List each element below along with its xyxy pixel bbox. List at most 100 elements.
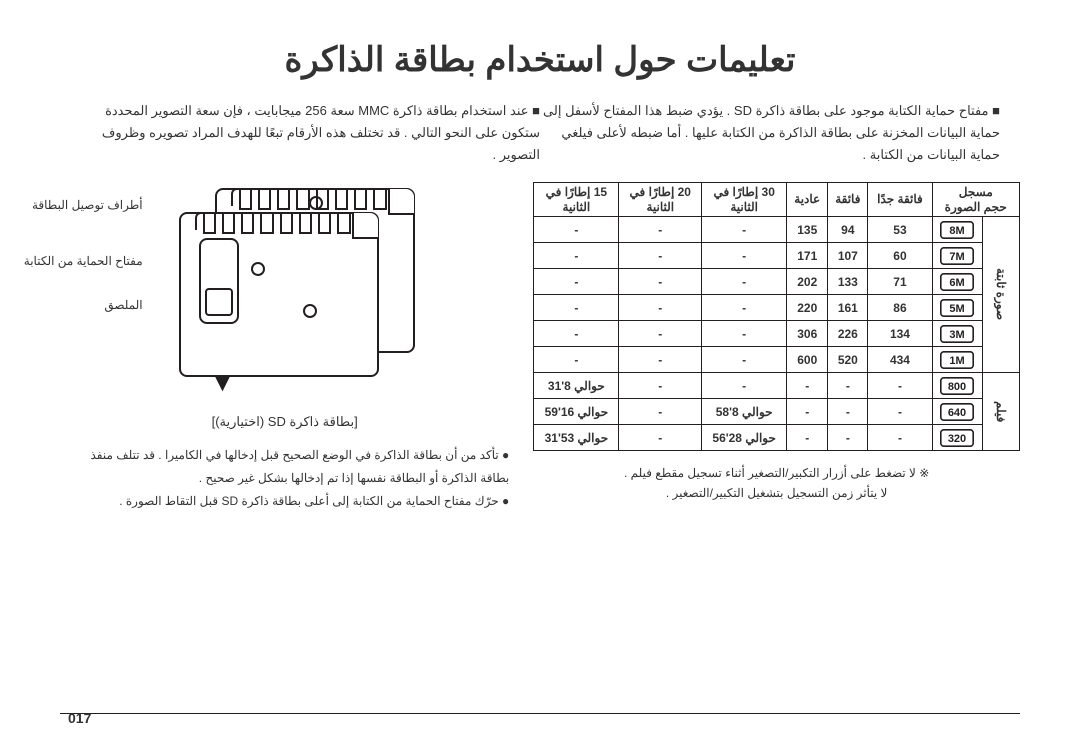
hint-1: ● تأكد من أن بطاقة الذاكرة في الوضع الصح… [60,444,509,490]
capacity-table: مسجل حجم الصورة فائقة جدًا فائقة عادية 3… [533,182,1020,451]
size-cell: 640 [932,399,982,425]
cell: 306 [787,321,828,347]
size-cell: 800 [932,373,982,399]
cell: - [702,217,787,243]
cell: حوالي 8'58 [702,399,787,425]
table-row: 5M86161220--- [534,295,1020,321]
cell: - [702,243,787,269]
table-note: ※ لا تضغط على أزرار التكبير/التصغير أثنا… [533,463,1020,504]
lock-arrow-icon: ▼ [209,366,237,398]
svg-text:1M: 1M [950,355,965,367]
hdr-superfine: فائقة جدًا [868,183,932,217]
cell: 86 [868,295,932,321]
cell: 134 [868,321,932,347]
content-columns: ▼ أطراف توصيل البطاقة مفتاح الحماية من ا… [60,182,1020,512]
table-row: 320---حوالي 28'56-حوالي 53'31 [534,425,1020,451]
intro-row: ■ عند استخدام بطاقة ذاكرة MMC سعة 256 مي… [60,100,1020,166]
svg-text:5M: 5M [950,303,965,315]
cell: - [619,321,702,347]
cell: 226 [828,321,868,347]
svg-text:8M: 8M [950,225,965,237]
cell: - [534,243,619,269]
svg-text:7M: 7M [950,251,965,263]
cell: - [619,243,702,269]
cell: - [619,399,702,425]
cell: - [702,269,787,295]
label-terminals: أطراف توصيل البطاقة [32,198,143,212]
cell: حوالي 53'31 [534,425,619,451]
svg-text:640: 640 [948,407,966,419]
label-switch: مفتاح الحماية من الكتابة [24,254,143,268]
page-title: تعليمات حول استخدام بطاقة الذاكرة [60,40,1020,80]
table-header-row: مسجل حجم الصورة فائقة جدًا فائقة عادية 3… [534,183,1020,217]
cell: - [534,321,619,347]
cell: - [828,399,868,425]
size-cell: 5M [932,295,982,321]
cell: - [787,399,828,425]
cell: - [619,217,702,243]
cell: 600 [787,347,828,373]
cell: - [828,425,868,451]
sd-card-diagram: ▼ أطراف توصيل البطاقة مفتاح الحماية من ا… [155,182,415,402]
cell: - [619,425,702,451]
cell: - [868,373,932,399]
cell: 171 [787,243,828,269]
pointer-terminals [309,196,323,210]
table-row: 6M71133202--- [534,269,1020,295]
cell: - [702,373,787,399]
table-row: صورة ثابتة8M5394135--- [534,217,1020,243]
cell: 71 [868,269,932,295]
cell: - [619,347,702,373]
sd-caption: [بطاقة ذاكرة SD (اختيارية)] [60,414,509,430]
cell: - [702,321,787,347]
cat-still: صورة ثابتة [983,217,1020,373]
cell: 202 [787,269,828,295]
svg-text:800: 800 [948,381,966,393]
table-row: 640---حوالي 8'58-حوالي 16'59 [534,399,1020,425]
intro-text-left: ■ مفتاح حماية الكتابة موجود على بطاقة ذا… [540,100,1020,166]
cell: - [534,269,619,295]
table-row: 1M434520600--- [534,347,1020,373]
hints-block: ● تأكد من أن بطاقة الذاكرة في الوضع الصح… [60,444,509,512]
cell: 161 [828,295,868,321]
cell: 520 [828,347,868,373]
hint-2: ● حرّك مفتاح الحماية من الكتابة إلى أعلى… [60,490,509,513]
cell: - [787,425,828,451]
lock-switch-icon [199,238,239,324]
cell: 135 [787,217,828,243]
hdr-fine: فائقة [828,183,868,217]
svg-text:6M: 6M [950,277,965,289]
hdr-15fps: 15 إطارًا في الثانية [534,183,619,217]
capacity-table-panel: مسجل حجم الصورة فائقة جدًا فائقة عادية 3… [533,182,1020,512]
cell: 107 [828,243,868,269]
cell: - [534,295,619,321]
cell: - [534,217,619,243]
table-row: 7M60107171--- [534,243,1020,269]
hdr-30fps: 30 إطارًا في الثانية [702,183,787,217]
hdr-size: مسجل حجم الصورة [932,183,1019,217]
table-row: فيلم800-----حوالي 8'31 [534,373,1020,399]
cell: حوالي 28'56 [702,425,787,451]
cell: - [619,295,702,321]
cell: 53 [868,217,932,243]
hdr-20fps: 20 إطارًا في الثانية [619,183,702,217]
cell: 220 [787,295,828,321]
cell: - [619,373,702,399]
cell: - [868,425,932,451]
cell: - [828,373,868,399]
size-cell: 7M [932,243,982,269]
cell: 94 [828,217,868,243]
size-cell: 320 [932,425,982,451]
page-number: 017 [68,710,91,726]
size-cell: 6M [932,269,982,295]
label-sticker: الملصق [104,298,142,312]
size-cell: 8M [932,217,982,243]
cell: - [702,295,787,321]
pointer-switch [251,262,265,276]
size-cell: 1M [932,347,982,373]
cell: - [787,373,828,399]
pointer-label [303,304,317,318]
cell: - [702,347,787,373]
cell: 434 [868,347,932,373]
cat-video: فيلم [983,373,1020,451]
